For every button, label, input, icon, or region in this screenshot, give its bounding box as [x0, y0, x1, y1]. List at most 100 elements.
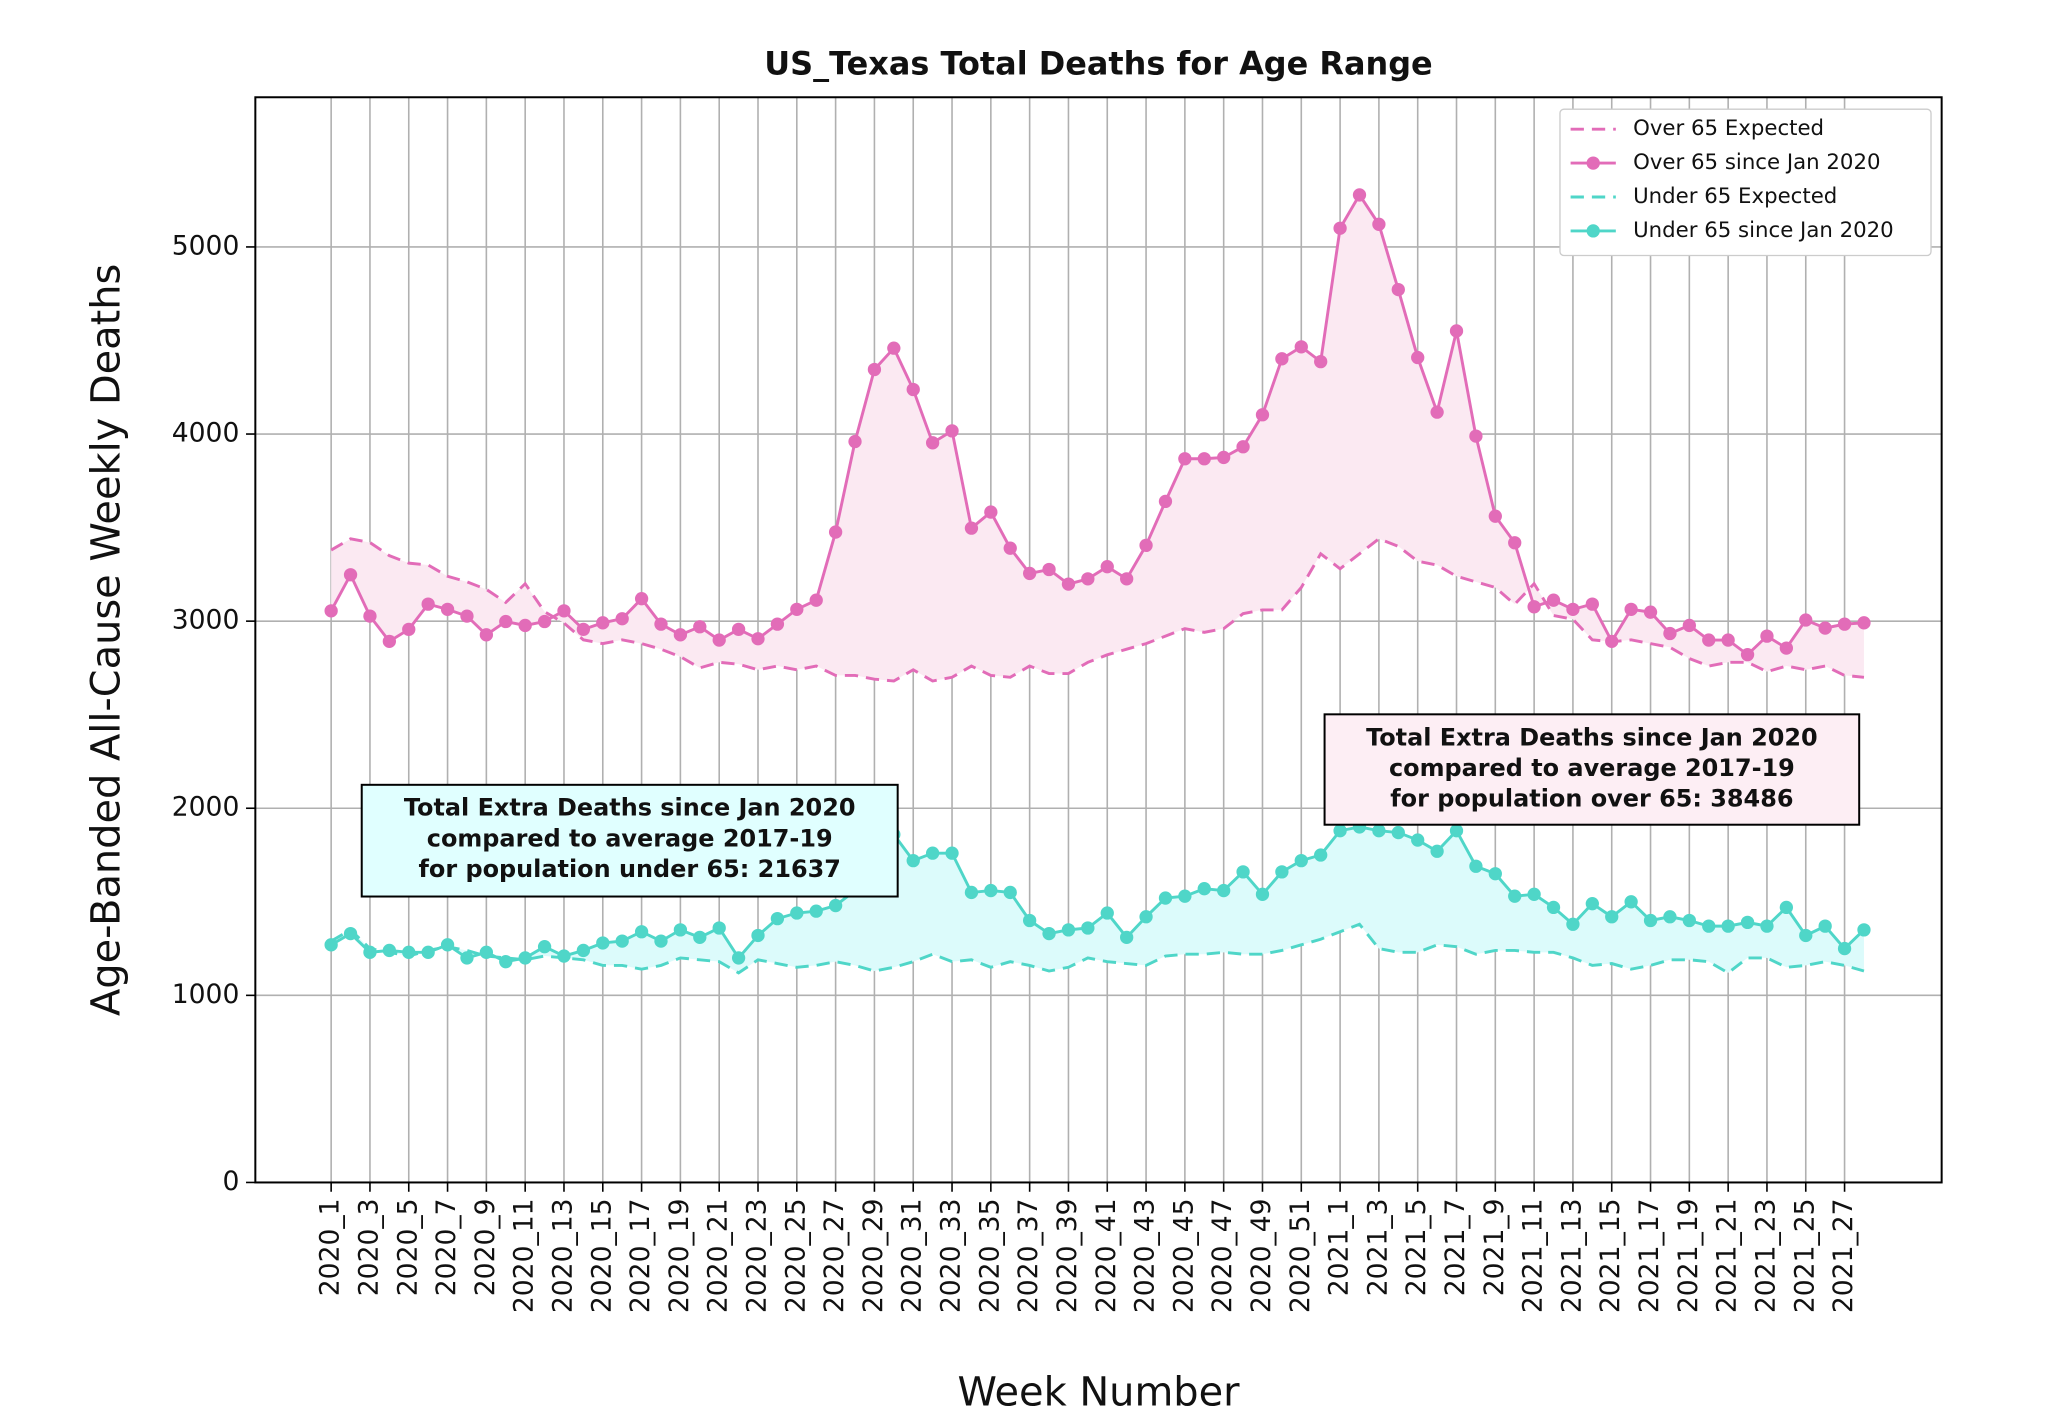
data-point	[1488, 509, 1502, 523]
data-point	[1663, 626, 1677, 641]
annotation-box	[1323, 713, 1861, 826]
data-point	[731, 951, 746, 965]
data-point	[1449, 824, 1464, 838]
data-point	[1605, 910, 1619, 924]
data-point	[1585, 597, 1599, 611]
data-point	[479, 628, 494, 642]
data-point	[615, 934, 629, 948]
y-tick-label: 2000	[172, 792, 240, 823]
legend-label: Over 65 Expected	[1633, 116, 1824, 141]
data-point	[1527, 600, 1541, 614]
data-point	[1527, 887, 1541, 901]
data-point	[984, 505, 998, 519]
data-point	[1566, 917, 1580, 931]
data-point	[1236, 440, 1250, 454]
data-point	[887, 341, 901, 355]
x-tick-label: 2020_37	[1013, 1198, 1044, 1313]
data-point	[809, 904, 823, 918]
data-point	[634, 592, 649, 606]
annotation-text: Total Extra Deaths since Jan 2020	[404, 794, 856, 822]
data-point	[1022, 913, 1037, 928]
data-point	[1061, 577, 1076, 591]
data-point	[1740, 647, 1755, 662]
x-tick-label: 2020_5	[392, 1198, 423, 1296]
data-point	[809, 593, 823, 607]
legend-label: Under 65 Expected	[1633, 184, 1837, 209]
data-point	[460, 609, 474, 623]
data-point	[1294, 853, 1308, 868]
data-point	[440, 938, 455, 952]
data-point	[925, 436, 940, 450]
data-point	[1236, 865, 1250, 879]
data-point	[1643, 913, 1658, 928]
excess-fill	[331, 826, 1864, 973]
data-point	[1449, 324, 1464, 338]
y-tick-label: 4000	[172, 418, 240, 449]
data-point	[1663, 910, 1677, 924]
data-point	[867, 362, 882, 377]
data-point	[557, 604, 571, 618]
data-point	[1158, 891, 1173, 905]
x-tick-label: 2021_23	[1750, 1198, 1781, 1313]
annotations: Total Extra Deaths since Jan 2020compare…	[360, 713, 1861, 898]
data-point	[1100, 560, 1114, 574]
data-point	[1740, 915, 1755, 930]
plot-frame	[254, 96, 1943, 1184]
data-point	[1275, 865, 1289, 879]
data-point	[945, 424, 959, 438]
data-point	[363, 609, 377, 623]
data-point	[615, 612, 629, 626]
x-tick-label: 2021_5	[1401, 1198, 1432, 1296]
x-tick-label: 2020_9	[470, 1198, 501, 1296]
x-tick-label: 2020_25	[780, 1198, 811, 1313]
x-tick-label: 2020_21	[703, 1198, 734, 1313]
data-point	[906, 382, 920, 397]
x-tick-label: 2020_15	[586, 1198, 617, 1313]
data-point	[440, 602, 455, 617]
x-tick-label: 2021_21	[1712, 1198, 1743, 1313]
data-point	[324, 604, 338, 618]
data-point	[1682, 618, 1696, 633]
data-point	[693, 620, 707, 634]
x-tick-label: 2020_47	[1207, 1198, 1238, 1313]
x-tick-label: 2020_39	[1052, 1198, 1083, 1313]
x-tick-label: 2020_49	[1246, 1198, 1277, 1313]
data-point	[1488, 867, 1502, 881]
legend-marker	[1586, 156, 1600, 170]
data-point	[1139, 910, 1153, 924]
data-point	[1081, 572, 1095, 586]
x-tick-label: 2021_19	[1673, 1198, 1704, 1313]
annotation-text: for population over 65: 38486	[1390, 784, 1793, 812]
x-tick-label: 2020_43	[1130, 1198, 1161, 1313]
x-tick-label: 2020_3	[353, 1198, 384, 1296]
annotation-text: Total Extra Deaths since Jan 2020	[1366, 723, 1818, 751]
axes: 0 1000 2000 3000 4000 5000 2020_1 2020_3 2020_5 2…	[172, 96, 1943, 1313]
data-point	[324, 938, 338, 952]
data-point	[1255, 408, 1270, 422]
x-tick-label: 2021_25	[1789, 1198, 1820, 1313]
data-point	[693, 930, 707, 944]
x-tick-label: 2020_7	[431, 1198, 462, 1296]
annotation-text: for population under 65: 21637	[419, 855, 841, 883]
data-point	[790, 602, 804, 617]
data-point	[1508, 889, 1522, 903]
data-point	[1022, 566, 1037, 581]
data-point	[634, 925, 649, 939]
data-point	[673, 923, 688, 937]
x-tick-label: 2020_27	[819, 1198, 850, 1313]
data-point	[654, 617, 668, 631]
data-point	[1837, 617, 1852, 631]
x-tick-label: 2021_13	[1556, 1198, 1587, 1313]
data-point	[1837, 941, 1852, 956]
data-point	[1081, 921, 1095, 935]
data-point	[828, 525, 843, 539]
data-point	[1857, 923, 1871, 937]
data-point	[343, 926, 358, 941]
data-point	[1624, 602, 1638, 617]
data-point	[712, 921, 726, 935]
data-point	[596, 936, 610, 950]
data-point	[770, 911, 785, 926]
x-tick-label: 2020_1	[315, 1198, 346, 1296]
chart-title: US_Texas Total Deaths for Age Range	[764, 44, 1432, 82]
data-point	[1721, 633, 1735, 647]
